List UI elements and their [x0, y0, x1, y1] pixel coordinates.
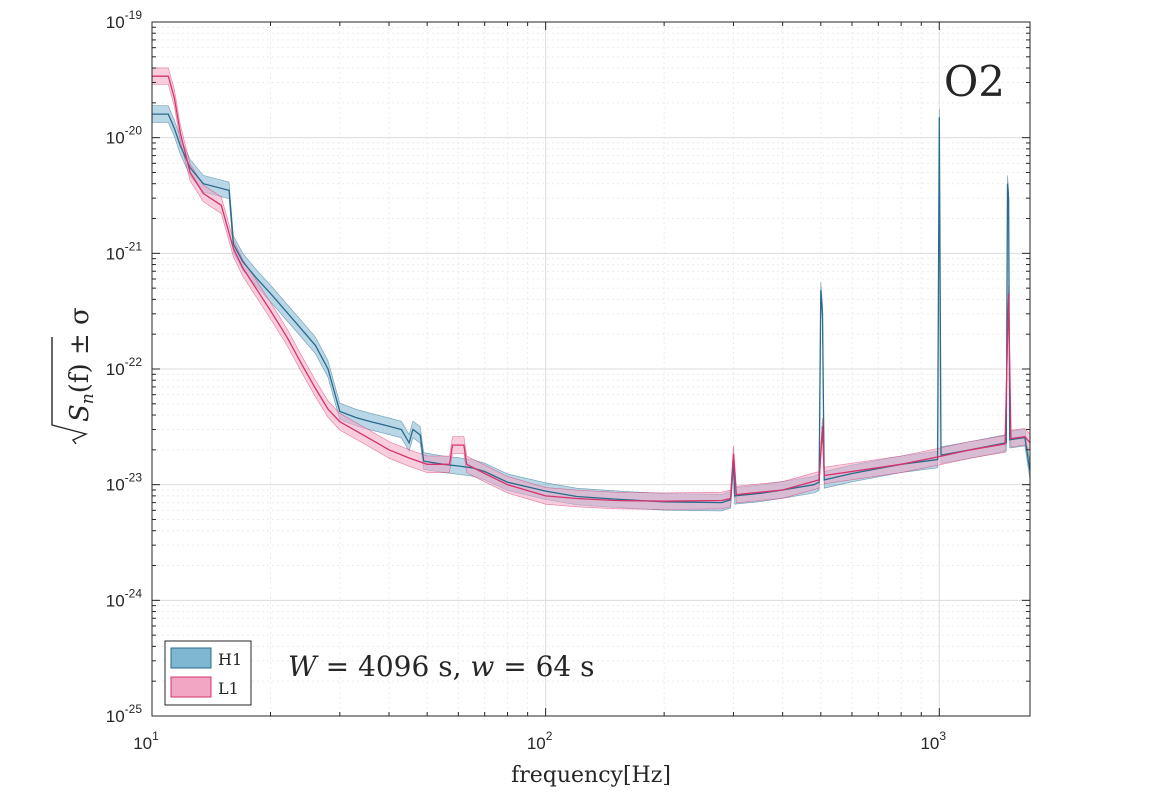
- x-tick-labels: 101 102 103: [133, 729, 946, 753]
- x-tick-label: 101: [133, 729, 159, 753]
- note-W: W: [288, 650, 319, 683]
- y-label-symbol: S: [65, 404, 95, 422]
- note-eq1: = 4096 s,: [317, 650, 471, 683]
- note-eq2: = 64 s: [494, 650, 594, 683]
- y-tick-label: 10-25: [106, 702, 143, 726]
- ticks: [151, 22, 1030, 717]
- note-w: w: [470, 650, 494, 683]
- sqrt-radical-icon: [51, 337, 89, 445]
- y-tick-label: 10-19: [106, 8, 143, 32]
- y-tick-label: 10-20: [106, 124, 143, 148]
- window-note: W = 4096 s, w = 64 s: [288, 650, 595, 683]
- y-tick-label: 10-22: [106, 355, 143, 379]
- svg-text:Sn(f) ± σ: Sn(f) ± σ: [65, 307, 98, 422]
- legend-swatch-h1: [170, 647, 212, 669]
- legend-label-h1: H1: [218, 650, 242, 669]
- y-tick-label: 10-21: [106, 239, 143, 263]
- y-axis-label: Sn(f) ± σ: [51, 307, 98, 445]
- line-l1: [152, 75, 1030, 502]
- legend: H1 L1: [164, 640, 252, 706]
- grid: [151, 22, 1030, 717]
- x-axis-label: frequency[Hz]: [511, 763, 671, 788]
- band-h1: [152, 105, 1030, 512]
- band-l1: [152, 67, 1030, 510]
- legend-label-l1: L1: [218, 679, 239, 698]
- y-label-arg: (f) ± σ: [65, 307, 95, 393]
- y-tick-labels: 10-19 10-20 10-21 10-22 10-23 10-24 10-25: [106, 8, 143, 726]
- y-tick-label: 10-23: [106, 471, 143, 495]
- legend-swatch-l1: [170, 676, 212, 698]
- x-tick-label: 103: [920, 729, 946, 753]
- y-label-subscript: n: [78, 393, 98, 404]
- series-layer: [152, 67, 1030, 512]
- x-tick-label: 102: [527, 729, 553, 753]
- y-tick-label: 10-24: [106, 586, 143, 610]
- line-h1: [152, 113, 1030, 504]
- run-annotation: O2: [944, 57, 1005, 106]
